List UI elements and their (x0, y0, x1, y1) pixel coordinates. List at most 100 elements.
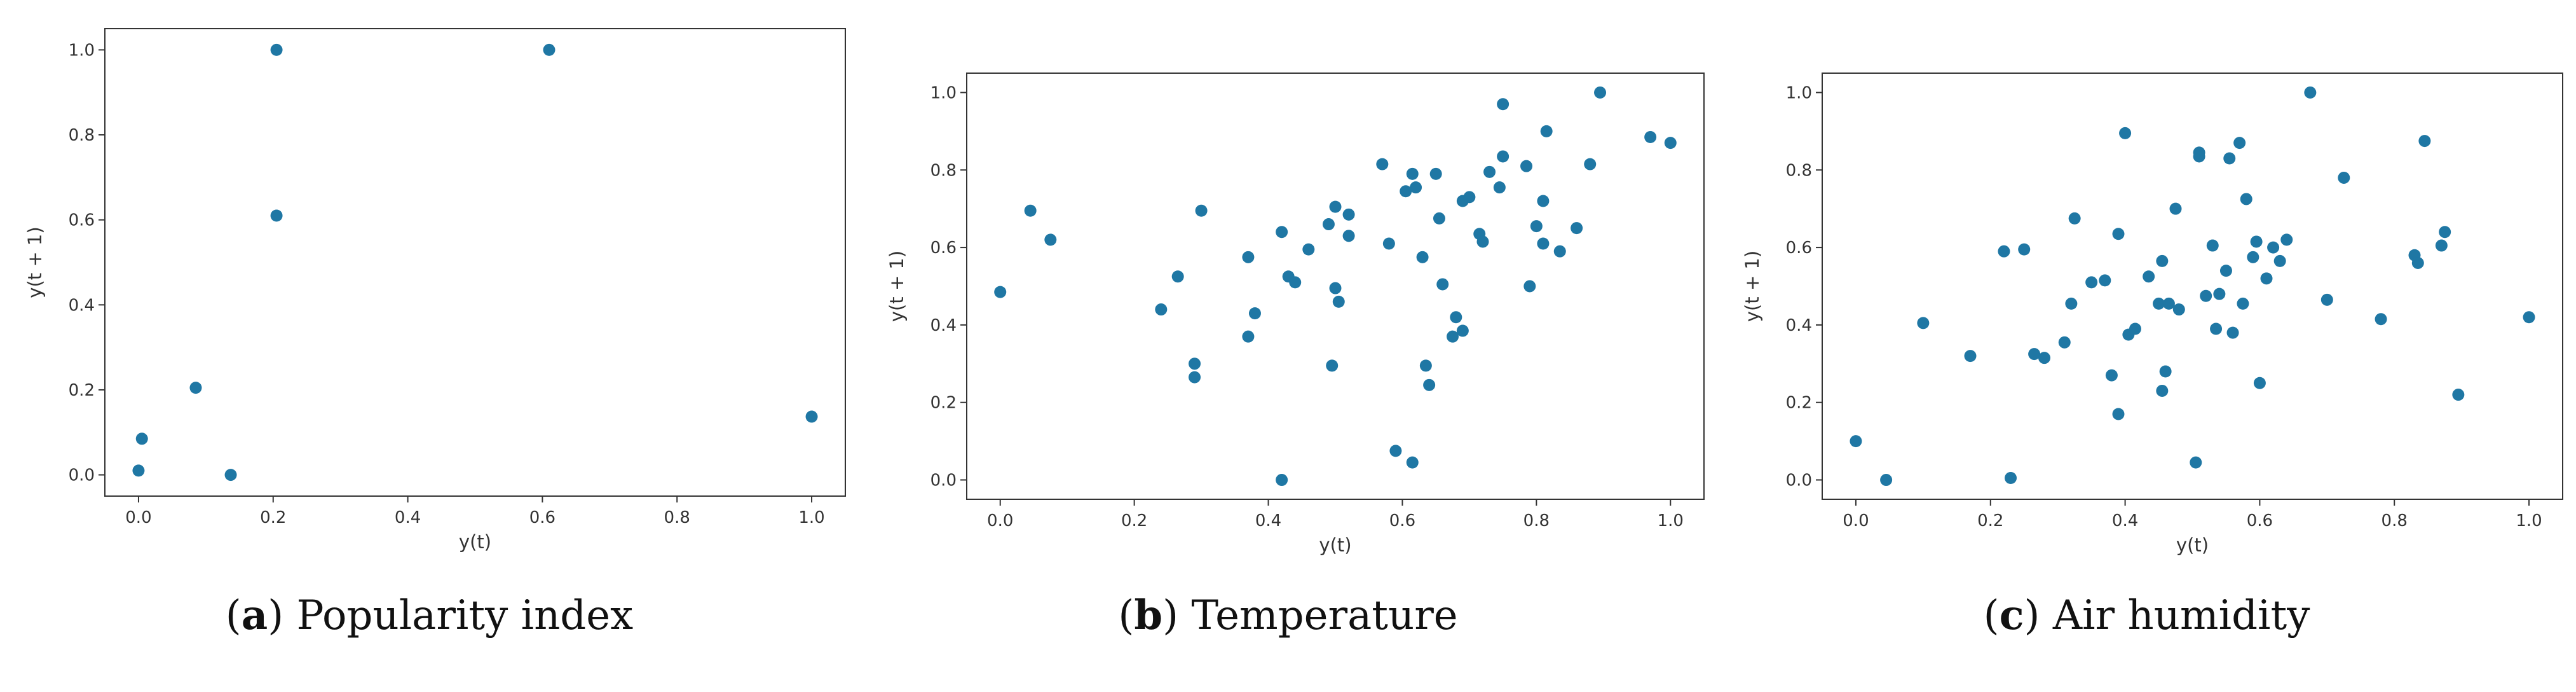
scatter-point (1433, 212, 1445, 225)
scatter-point (2213, 287, 2226, 300)
scatter-point (2233, 137, 2246, 149)
scatter-point (1497, 150, 1509, 163)
scatter-point (2237, 297, 2249, 310)
plot-frame (104, 28, 846, 497)
x-axis-label: y(t) (459, 531, 491, 553)
scatter-point (1419, 359, 1432, 372)
scatter-point (1389, 445, 1402, 457)
y-tick-label: 0.4 (930, 316, 957, 335)
scatter-point (2200, 289, 2212, 302)
x-tick-label: 0.6 (529, 508, 555, 527)
scatter-point (1376, 158, 1389, 170)
scatter-point (1329, 200, 1342, 213)
scatter-point (994, 286, 1007, 298)
scatter-point (2320, 293, 2333, 306)
scatter-chart-a: 0.0 0.2 0.4 0.6 0.8 1.0 0.0 0.2 0.4 0.6 0.8 1.0 y(t)… (24, 28, 846, 553)
scatter-point (1540, 125, 1553, 137)
scatter-point (2129, 322, 2141, 335)
scatter-point (2112, 228, 2125, 240)
scatter-point (1242, 251, 1255, 263)
scatter-point (2065, 297, 2078, 310)
scatter-point (2119, 127, 2132, 139)
scatter-point (2250, 235, 2263, 248)
scatter-chart-c: 0.0 0.2 0.4 0.6 0.8 1.0 0.0 0.2 0.4 0.6 0.8 1.0 y(t)… (1741, 73, 2563, 556)
scatter-point (2038, 352, 2050, 364)
scatter-point (2226, 326, 2239, 339)
scatter-point (2223, 152, 2236, 165)
caption-b: (b) Temperature (1118, 592, 1458, 639)
scatter-point (2375, 313, 2387, 326)
scatter-point (2099, 274, 2111, 287)
scatter-point (2162, 297, 2175, 310)
scatter-point (1523, 280, 1536, 293)
scatter-point (1195, 204, 1208, 217)
scatter-point (2523, 311, 2535, 324)
scatter-point (1520, 160, 1533, 172)
scatter-point (1406, 456, 1419, 469)
scatter-point (132, 464, 145, 477)
y-tick-label: 0.8 (69, 126, 95, 145)
scatter-point (2172, 303, 2185, 316)
scatter-point (1664, 137, 1677, 149)
scatter-point (2304, 86, 2317, 99)
scatter-point (2260, 272, 2273, 285)
scatter-point (1332, 295, 1345, 308)
scatter-point (1450, 311, 1462, 324)
scatter-point (2411, 256, 2424, 269)
scatter-point (2169, 202, 2182, 215)
scatter-point (1423, 378, 1436, 391)
scatter-point (1880, 474, 1893, 487)
x-tick-label: 0.4 (395, 508, 421, 527)
scatter-point (1998, 245, 2010, 258)
scatter-point (2439, 226, 2451, 239)
scatter-point (2267, 241, 2280, 254)
scatter-point (270, 209, 283, 222)
y-tick-label: 0.6 (1786, 239, 1812, 258)
y-tick-label: 0.4 (69, 296, 95, 315)
panel-c: 0.0 0.2 0.4 0.6 0.8 1.0 0.0 0.2 0.4 0.6 0.8 1.0 y(t)… (1717, 0, 2576, 692)
x-tick-label: 0.0 (1843, 511, 1869, 530)
scatter-point (1436, 278, 1449, 291)
y-axis-label: y(t + 1) (1741, 251, 1763, 322)
scatter-point (1456, 324, 1469, 337)
scatter-point (2240, 193, 2252, 205)
scatter-point (2210, 322, 2223, 335)
x-tick-label: 1.0 (1658, 511, 1684, 530)
x-tick-label: 0.4 (1255, 511, 1281, 530)
y-tick-label: 0.0 (1786, 471, 1812, 490)
scatter-point (2156, 384, 2169, 397)
x-tick-label: 0.2 (260, 508, 286, 527)
scatter-point (1171, 270, 1184, 283)
scatter-point (2418, 135, 2431, 148)
scatter-point (1302, 243, 1315, 256)
y-tick-label: 0.2 (1786, 394, 1812, 413)
x-tick-label: 0.0 (125, 508, 151, 527)
scatter-point (1044, 233, 1057, 246)
caption-text: Air humidity (2052, 592, 2310, 639)
scatter-point (2193, 146, 2205, 159)
y-tick-label: 0.2 (930, 394, 957, 413)
scatter-point (189, 382, 202, 394)
scatter-point (2338, 171, 2350, 184)
scatter-point (2112, 408, 2125, 420)
scatter-point (1416, 251, 1429, 263)
scatter-point (2280, 233, 2293, 246)
caption-text: Popularity index (296, 592, 634, 639)
scatter-point (1530, 220, 1543, 233)
scatter-point (2028, 348, 2041, 361)
y-axis-label: y(t + 1) (886, 251, 908, 322)
y-tick-label: 0.0 (930, 471, 957, 490)
scatter-point (1476, 235, 1489, 248)
x-tick-label: 0.4 (2112, 511, 2138, 530)
scatter-point (1155, 303, 1168, 316)
y-tick-label: 0.0 (69, 466, 95, 485)
scatter-point (1024, 204, 1037, 217)
panel-a: 0.0 0.2 0.4 0.6 0.8 1.0 0.0 0.2 0.4 0.6 0.8 1.0 y(t)… (0, 0, 859, 692)
scatter-point (1189, 357, 1201, 370)
x-tick-label: 0.8 (664, 508, 690, 527)
y-tick-label: 1.0 (930, 83, 957, 102)
scatter-point (1322, 218, 1335, 231)
scatter-point (2273, 254, 2286, 267)
scatter-point (1553, 245, 1566, 258)
y-axis-label: y(t + 1) (24, 226, 46, 298)
